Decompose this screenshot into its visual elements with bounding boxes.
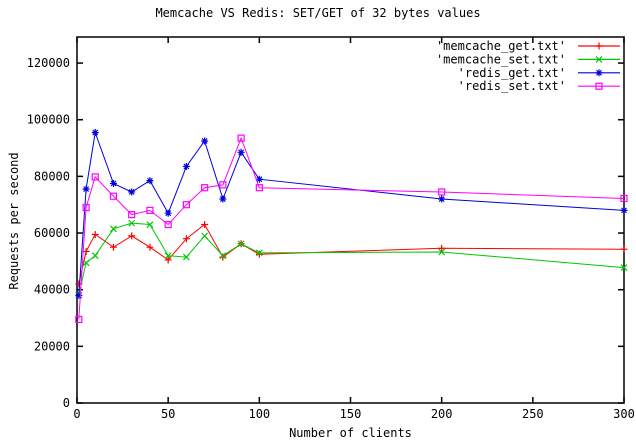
series-marker bbox=[255, 184, 263, 192]
series-marker bbox=[82, 203, 90, 212]
series-marker bbox=[164, 220, 172, 229]
series-marker bbox=[219, 253, 227, 261]
series-marker bbox=[82, 259, 90, 267]
series-marker bbox=[201, 137, 209, 145]
series-marker bbox=[219, 195, 227, 203]
legend-label: 'memcache_get.txt' bbox=[436, 39, 566, 53]
series-marker bbox=[438, 244, 446, 252]
series-marker bbox=[109, 192, 118, 200]
series-marker bbox=[128, 232, 136, 240]
series-marker bbox=[595, 42, 603, 50]
series-marker bbox=[91, 173, 99, 181]
series-marker bbox=[91, 252, 99, 260]
series-marker bbox=[620, 264, 628, 272]
series-marker bbox=[182, 253, 190, 261]
x-tick-label: 200 bbox=[431, 407, 453, 421]
series-marker bbox=[595, 55, 603, 63]
series-marker bbox=[255, 250, 263, 258]
x-tick-label: 150 bbox=[340, 407, 362, 421]
y-tick-label: 80000 bbox=[34, 169, 70, 183]
series-line-memcache_settxt bbox=[78, 222, 625, 296]
series-marker bbox=[201, 232, 209, 240]
series-line-memcache_gettxt bbox=[78, 223, 625, 285]
x-tick-label: 100 bbox=[248, 407, 270, 421]
series-marker bbox=[82, 185, 90, 193]
series-marker bbox=[164, 252, 172, 260]
y-tick-label: 0 bbox=[63, 396, 70, 410]
series-marker bbox=[75, 315, 83, 324]
x-axis-label: Number of clients bbox=[289, 426, 412, 440]
series-marker bbox=[75, 291, 83, 299]
series-marker bbox=[109, 179, 117, 187]
series-marker bbox=[237, 148, 245, 156]
legend-label: 'memcache_set.txt' bbox=[436, 52, 566, 66]
series-marker bbox=[182, 201, 190, 209]
series-marker bbox=[595, 69, 603, 77]
x-tick-label: 250 bbox=[522, 407, 544, 421]
series-marker bbox=[438, 248, 446, 256]
series-marker bbox=[164, 256, 172, 264]
legend-label: 'redis_get.txt' bbox=[458, 66, 566, 80]
series-marker bbox=[255, 175, 263, 183]
y-tick-label: 60000 bbox=[34, 226, 70, 240]
series-marker bbox=[146, 206, 154, 214]
series-marker bbox=[438, 188, 446, 196]
series-marker bbox=[182, 235, 190, 243]
series-marker bbox=[237, 240, 245, 248]
series-line-redis_settxt bbox=[78, 136, 625, 320]
series-marker bbox=[110, 225, 117, 233]
series-marker bbox=[128, 188, 136, 196]
series-marker bbox=[128, 211, 136, 219]
legend-label: 'redis_set.txt' bbox=[458, 79, 566, 93]
y-tick-label: 100000 bbox=[27, 113, 70, 127]
series-marker bbox=[146, 221, 154, 228]
series-marker bbox=[620, 206, 628, 214]
series-marker bbox=[620, 245, 628, 253]
series-marker bbox=[255, 249, 263, 257]
series-marker bbox=[164, 209, 172, 217]
x-tick-label: 50 bbox=[161, 407, 175, 421]
y-tick-label: 120000 bbox=[27, 56, 70, 70]
series-marker bbox=[146, 177, 154, 185]
series-marker bbox=[109, 243, 117, 251]
series-marker bbox=[595, 82, 603, 90]
series-marker bbox=[219, 181, 227, 189]
series-marker bbox=[82, 247, 90, 255]
series-marker bbox=[620, 194, 628, 203]
x-tick-label: 0 bbox=[73, 407, 80, 421]
series-marker bbox=[201, 221, 209, 229]
series-marker bbox=[438, 195, 446, 203]
series-marker bbox=[182, 162, 190, 170]
series-marker bbox=[219, 252, 227, 260]
series-marker bbox=[146, 243, 154, 251]
y-tick-label: 20000 bbox=[34, 339, 70, 353]
series-marker bbox=[237, 134, 245, 142]
series-marker bbox=[201, 184, 209, 192]
series-marker bbox=[91, 230, 99, 238]
series-line-redis_gettxt bbox=[78, 132, 625, 296]
x-tick-label: 300 bbox=[613, 407, 635, 421]
y-tick-label: 40000 bbox=[34, 283, 70, 297]
series-marker bbox=[91, 128, 99, 136]
chart-title: Memcache VS Redis: SET/GET of 32 bytes v… bbox=[155, 6, 481, 20]
series-marker bbox=[128, 219, 136, 227]
